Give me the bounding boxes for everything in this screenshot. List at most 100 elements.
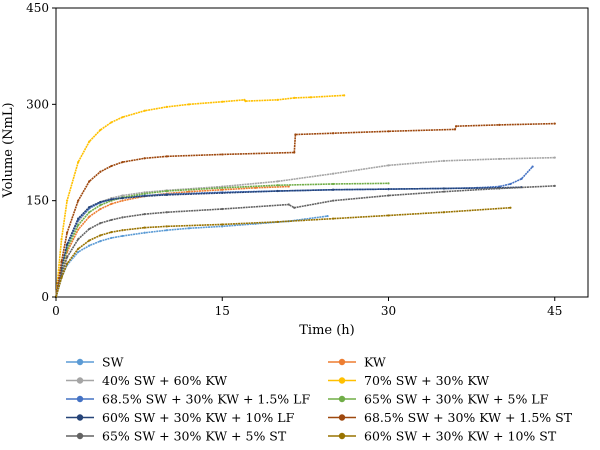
data-point: [276, 189, 279, 193]
legend-item: 65% SW + 30% KW + 5% LF: [328, 392, 549, 407]
series-line: [55, 94, 345, 298]
data-point: [143, 195, 146, 198]
data-point: [60, 238, 63, 241]
data-point: [88, 239, 91, 242]
data-point: [553, 184, 556, 187]
data-point: [326, 214, 329, 218]
data-point: [88, 227, 91, 231]
data-point: [276, 98, 279, 101]
legend: SW KW 40% SW + 60% KW 70% SW + 30% KW 68.5% …: [66, 355, 573, 444]
legend-swatch-marker: [338, 377, 346, 384]
legend-label: 68.5% SW + 30% KW + 1.5% ST: [364, 410, 573, 425]
data-point: [88, 244, 91, 247]
data-point: [187, 227, 191, 230]
x-axis-label: Time (h): [299, 323, 355, 338]
data-point: [331, 182, 335, 186]
legend-label: 68.5% SW + 30% KW + 1.5% LF: [102, 392, 310, 407]
data-point: [221, 223, 224, 226]
data-point: [99, 234, 102, 237]
data-point: [165, 211, 168, 214]
data-point: [331, 199, 335, 202]
data-point: [442, 190, 446, 193]
legend-label: 65% SW + 30% KW + 5% LF: [364, 392, 549, 407]
data-point: [553, 122, 556, 125]
data-point: [309, 96, 313, 99]
data-point: [88, 215, 91, 218]
data-point: [165, 189, 168, 193]
legend-item: 68.5% SW + 30% KW + 1.5% ST: [328, 410, 573, 425]
series-65-sw-30-kw-5-st: [54, 184, 556, 299]
legend-item: 68.5% SW + 30% KW + 1.5% LF: [66, 392, 310, 407]
data-point: [110, 164, 113, 168]
data-point: [287, 185, 290, 188]
plot-frame: [55, 7, 589, 298]
y-axis-label: Volume (NmL): [1, 102, 16, 198]
data-point: [453, 128, 457, 131]
series-line: [55, 182, 389, 298]
data-point: [77, 238, 80, 241]
data-point: [99, 207, 102, 211]
data-point: [121, 194, 124, 197]
data-point: [331, 217, 335, 220]
data-point: [276, 184, 279, 187]
data-point: [110, 236, 113, 240]
legend-swatch-marker: [76, 395, 84, 403]
legend-label: 60% SW + 30% KW + 10% ST: [364, 429, 557, 444]
data-point: [99, 222, 102, 225]
data-point: [254, 186, 257, 189]
data-point: [509, 182, 512, 186]
data-point: [88, 140, 91, 143]
data-point: [331, 132, 335, 135]
data-point: [143, 231, 146, 234]
x-tick-label: 15: [215, 304, 230, 318]
data-point: [143, 213, 146, 216]
data-point: [293, 96, 296, 100]
data-point: [77, 247, 80, 250]
data-point: [143, 226, 146, 229]
legend-label: 70% SW + 30% KW: [364, 373, 489, 388]
data-point: [110, 121, 113, 124]
data-point: [442, 159, 446, 162]
data-point: [65, 256, 69, 259]
data-point: [498, 123, 501, 126]
data-point: [121, 199, 124, 202]
data-point: [121, 216, 124, 219]
data-point: [121, 196, 124, 200]
series-60-sw-30-kw-10-st: [54, 206, 512, 299]
data-point: [531, 165, 534, 168]
legend-item: SW: [66, 355, 124, 370]
data-point: [165, 229, 168, 232]
data-point: [165, 225, 168, 228]
data-point: [165, 155, 168, 158]
data-point: [65, 262, 69, 265]
legend-swatch-marker: [76, 358, 84, 366]
series-line: [55, 215, 328, 298]
data-point: [99, 128, 102, 132]
data-point: [99, 240, 102, 243]
legend-label: KW: [364, 355, 386, 370]
data-point: [99, 170, 102, 173]
data-point: [293, 151, 296, 154]
series-68-5-sw-30-kw-1-5-st: [54, 122, 556, 299]
data-point: [387, 214, 390, 217]
data-point: [455, 125, 458, 128]
data-point: [88, 205, 91, 209]
legend-item: 40% SW + 60% KW: [66, 373, 227, 388]
data-point: [387, 188, 390, 191]
data-point: [77, 199, 80, 202]
data-point: [509, 206, 512, 209]
data-point: [110, 231, 113, 234]
data-point: [293, 206, 296, 209]
legend-item: 60% SW + 30% KW + 10% LF: [66, 410, 295, 425]
series-line: [55, 185, 289, 298]
y-tick-label: 150: [26, 194, 49, 208]
series-line: [55, 206, 511, 298]
plot-border: [55, 7, 589, 298]
data-point: [187, 103, 191, 106]
legend-swatch-marker: [338, 395, 346, 403]
data-point: [143, 109, 146, 112]
data-point: [60, 260, 63, 263]
y-tick-label: 0: [41, 290, 49, 304]
